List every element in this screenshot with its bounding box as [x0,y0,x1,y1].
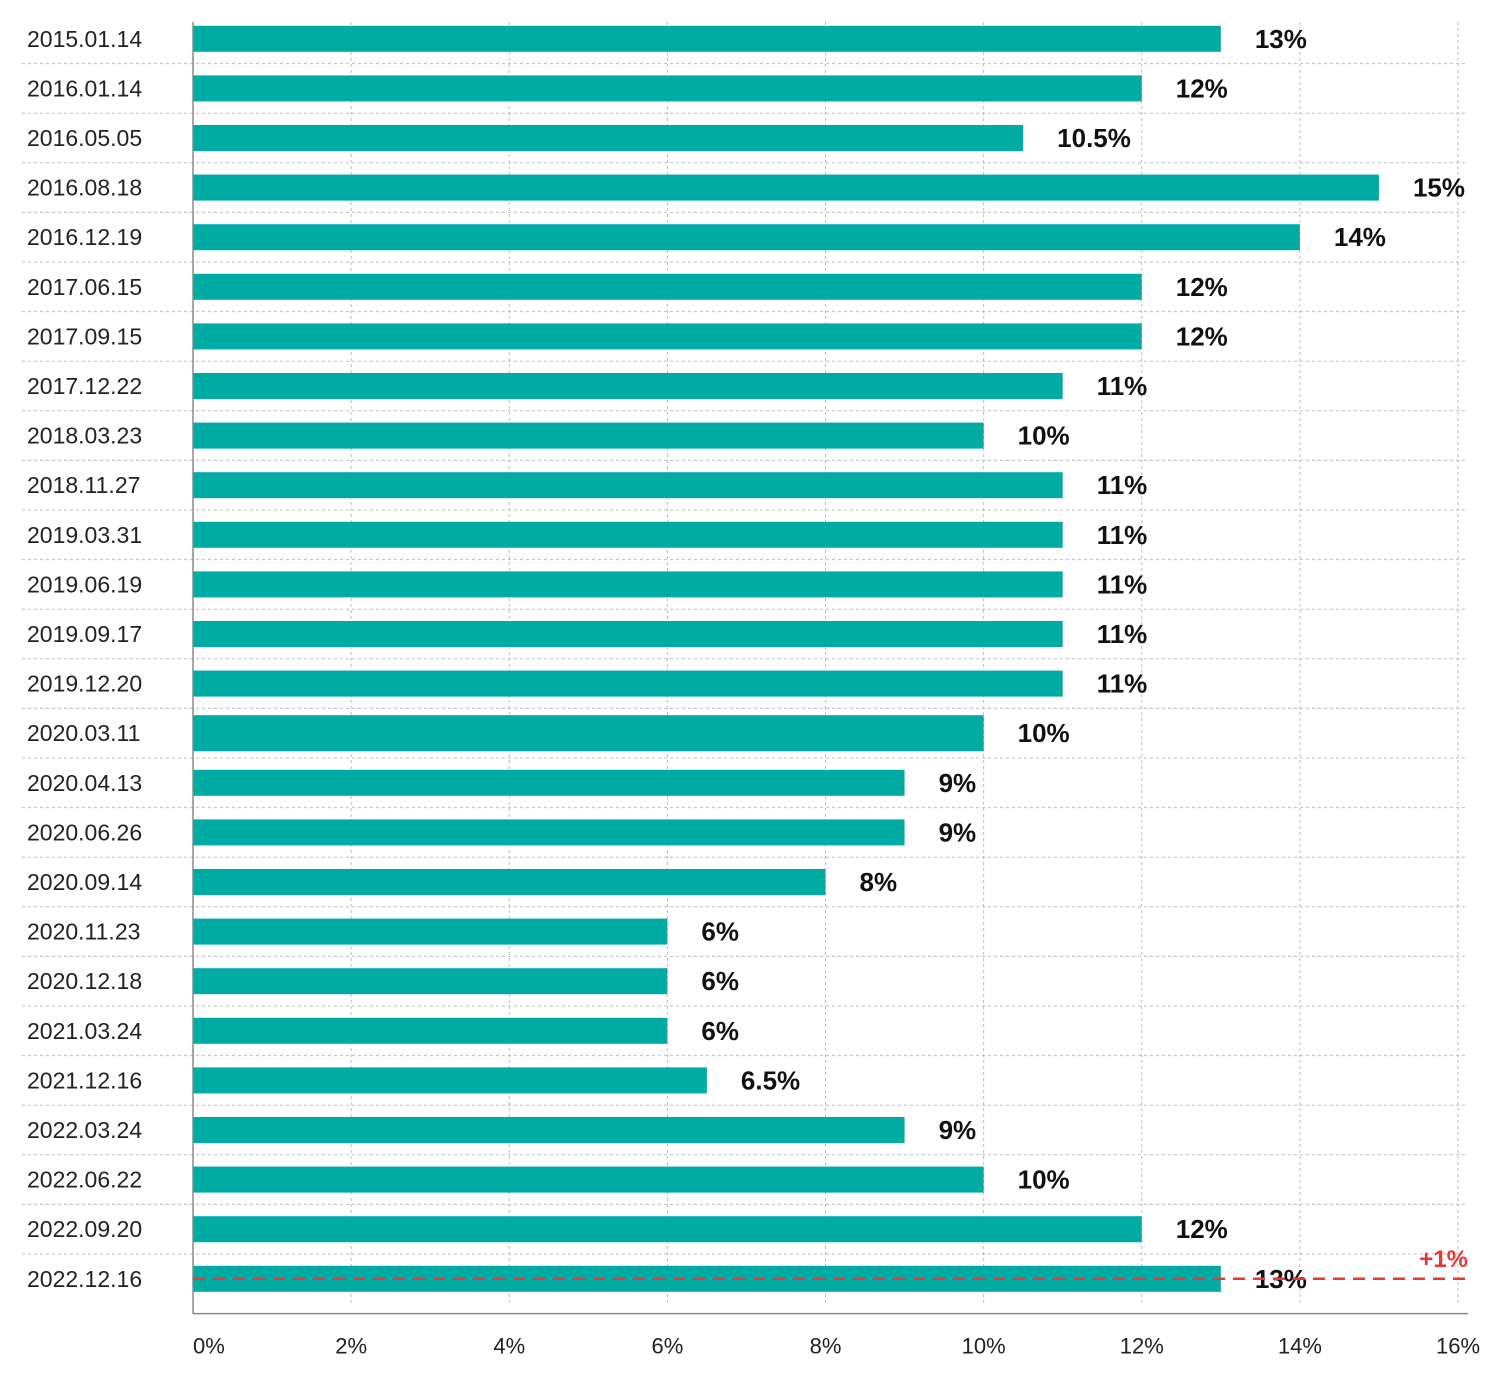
category-label: 2021.03.24 [27,1018,142,1044]
category-label: 2022.03.24 [27,1117,142,1143]
bar [193,670,1063,697]
bar [193,224,1300,251]
x-tick-label: 6% [651,1334,683,1359]
bar [193,174,1379,201]
bar [193,1265,1221,1292]
category-label: 2022.09.20 [27,1216,142,1242]
value-label: 12% [1176,1214,1228,1244]
value-label: 9% [939,1115,977,1145]
bar [193,1067,707,1094]
x-tick-label: 10% [962,1334,1006,1359]
value-label: 9% [939,817,977,847]
value-label: 6% [701,1016,739,1046]
annotation: +1% [193,1246,1468,1281]
bar [193,1216,1142,1243]
bar [193,25,1221,52]
bar [193,1017,668,1044]
bar [193,819,905,846]
value-labels: 13% 12% 10.5% 15% 14% 12% 12% 11% 10% 11% 11% 11% 11… [701,24,1465,1294]
value-label: 10.5% [1057,123,1131,153]
value-label: 6% [701,966,739,996]
value-label: 12% [1176,272,1228,302]
value-label: 10% [1018,1165,1070,1195]
category-label: 2016.05.05 [27,125,142,151]
value-label: 11% [1097,619,1148,649]
category-label: 2019.12.20 [27,671,142,697]
value-label: 11% [1097,569,1148,599]
bar [193,769,905,796]
bar [193,1117,905,1143]
value-label: 6.5% [741,1065,800,1095]
x-tick-label: 16% [1436,1334,1480,1359]
value-label: 11% [1097,520,1148,550]
category-label: 2020.11.23 [27,919,140,945]
bar [193,323,1142,350]
category-label: 2022.12.16 [27,1266,142,1292]
value-label: 11% [1097,371,1148,401]
value-label: 8% [860,867,898,897]
x-tick-label: 12% [1120,1334,1164,1359]
bar [193,521,1063,548]
category-label: 2016.12.19 [27,224,142,250]
category-label: 2017.12.22 [27,373,142,399]
value-label: 12% [1176,321,1228,351]
bar [193,422,984,449]
x-axis: 0% 2% 4% 6% 8% 10% 12% 14% 16% [192,22,1480,1359]
gridlines [22,22,1468,1304]
annotation-label: +1% [1419,1246,1468,1273]
bar [193,621,1063,647]
category-label: 2016.01.14 [27,75,142,101]
category-label: 2019.09.17 [27,621,142,647]
bar [193,75,1142,102]
value-label: 15% [1413,173,1465,203]
bar [193,125,1024,151]
value-label: 9% [939,768,977,798]
category-label: 2020.06.26 [27,819,142,845]
bar [193,968,668,995]
category-label: 2020.09.14 [27,869,142,895]
category-label: 2015.01.14 [27,26,142,52]
category-label: 2018.11.27 [27,472,140,498]
bar [193,373,1063,399]
bar [193,571,1063,598]
category-label: 2017.06.15 [27,274,142,300]
value-label: 6% [701,917,739,947]
bar [193,472,1063,499]
bar [193,869,826,895]
bar [193,273,1142,300]
category-label: 2019.06.19 [27,571,142,597]
x-tick-label: 4% [493,1334,525,1359]
category-label: 2018.03.23 [27,423,142,449]
category-label: 2017.09.15 [27,323,142,349]
x-tick-label: 8% [810,1334,842,1359]
x-tick-label: 14% [1278,1334,1322,1359]
value-label: 11% [1097,470,1148,500]
category-labels: 2015.01.14 2016.01.14 2016.05.05 2016.08.18… [27,26,142,1292]
value-label: 12% [1176,73,1228,103]
x-tick-label: 0% [193,1334,225,1359]
category-label: 2016.08.18 [27,175,142,201]
bar [193,715,984,752]
category-label: 2020.04.13 [27,770,142,796]
category-label: 2020.03.11 [27,720,140,746]
category-label: 2019.03.31 [27,522,142,548]
category-label: 2021.12.16 [27,1067,142,1093]
value-label: 13% [1255,24,1307,54]
category-label: 2020.12.18 [27,968,142,994]
value-label: 10% [1018,718,1070,748]
category-label: 2022.06.22 [27,1167,142,1193]
bar [193,1166,984,1193]
value-label: 14% [1334,222,1386,252]
value-label: 10% [1018,421,1070,451]
x-tick-label: 2% [335,1334,367,1359]
bar [193,918,668,945]
value-label: 11% [1097,669,1148,699]
